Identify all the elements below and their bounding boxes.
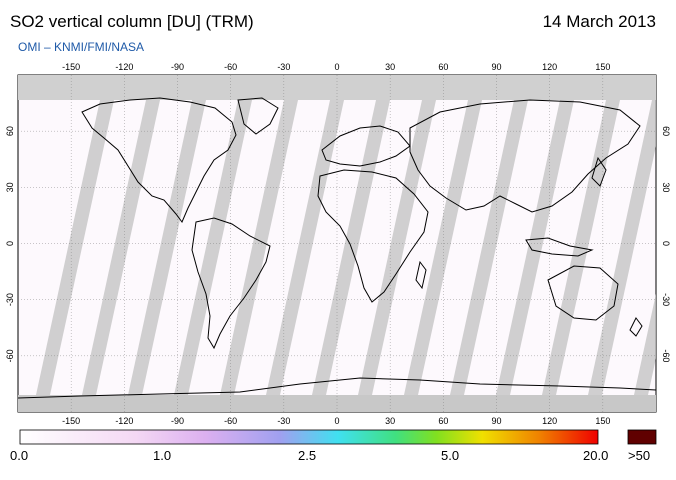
longitude-tick-label: 90 xyxy=(491,416,501,426)
colorbar-label-1: 1.0 xyxy=(153,448,172,463)
longitude-tick-label: 150 xyxy=(595,416,610,426)
new-zealand-coast xyxy=(629,317,643,337)
antarctica-coast xyxy=(18,377,656,399)
latitude-tick-label: 30 xyxy=(5,182,15,192)
orbit-gap-stripe xyxy=(82,100,160,395)
orbit-gap-stripe xyxy=(450,100,528,395)
latitude-tick-label: -60 xyxy=(5,349,15,362)
orbit-gap-stripe xyxy=(36,100,114,395)
africa-coast xyxy=(317,169,429,303)
longitude-tick-label: 150 xyxy=(595,62,610,72)
map-title: SO2 vertical column [DU] (TRM) xyxy=(10,12,254,31)
colorbar-overflow-box xyxy=(627,429,657,445)
latitude-tick-label: 0 xyxy=(5,241,15,246)
longitude-tick-label: 60 xyxy=(438,62,448,72)
indonesia-coast xyxy=(525,237,594,257)
longitude-labels-top: -150 -120 -90 -60 -30 0 30 60 90 120 150 xyxy=(62,62,610,72)
latitude-tick-label: -30 xyxy=(661,293,671,306)
latitude-tick-label: -30 xyxy=(5,293,15,306)
longitude-tick-label: -120 xyxy=(115,62,133,72)
europe-coast xyxy=(321,125,411,167)
latitude-labels-left: 60 30 0 -30 -60 xyxy=(5,126,15,362)
longitude-tick-label: -120 xyxy=(115,416,133,426)
japan-coast xyxy=(591,156,607,187)
north-america-coast xyxy=(81,97,237,223)
orbit-gap-stripe xyxy=(496,100,574,395)
map-date: 14 March 2013 xyxy=(542,12,656,31)
colorbar-label-5: >50 xyxy=(628,448,651,463)
longitude-labels-bottom: -150 -120 -90 -60 -30 0 30 60 90 120 150 xyxy=(62,416,610,426)
longitude-tick-label: -90 xyxy=(171,62,184,72)
longitude-tick-label: 30 xyxy=(385,416,395,426)
orbit-gap-stripe xyxy=(220,100,298,395)
longitude-tick-label: 120 xyxy=(542,416,557,426)
longitude-tick-label: 0 xyxy=(334,416,339,426)
australia-coast xyxy=(547,265,619,321)
longitude-tick-label: 60 xyxy=(438,416,448,426)
longitude-tick-label: 90 xyxy=(491,62,501,72)
longitude-tick-label: -30 xyxy=(277,416,290,426)
latitude-tick-label: 0 xyxy=(661,241,671,246)
longitude-tick-label: 120 xyxy=(542,62,557,72)
south-polar-gap xyxy=(18,395,656,412)
south-america-coast xyxy=(191,217,271,350)
longitude-tick-label: -150 xyxy=(62,62,80,72)
longitude-tick-label: -90 xyxy=(171,416,184,426)
latitude-tick-label: 30 xyxy=(661,182,671,192)
orbit-gap-stripe xyxy=(358,100,436,395)
longitude-tick-label: -150 xyxy=(62,416,80,426)
colorbar-label-0: 0.0 xyxy=(10,448,29,463)
orbit-gap-stripe xyxy=(588,100,656,395)
latitude-tick-label: 60 xyxy=(661,126,671,136)
orbit-gap-stripe xyxy=(634,293,656,395)
colorbar xyxy=(19,429,599,445)
orbit-gap-stripe xyxy=(404,100,482,395)
map-subtitle: OMI – KNMI/FMI/NASA xyxy=(18,40,145,54)
longitude-tick-label: -60 xyxy=(224,62,237,72)
map-layers xyxy=(18,75,656,412)
colorbar-label-2: 2.5 xyxy=(298,448,317,463)
longitude-tick-label: -30 xyxy=(277,62,290,72)
longitude-tick-label: -60 xyxy=(224,416,237,426)
greenland-coast xyxy=(237,97,279,135)
orbit-gap-stripe xyxy=(174,100,252,395)
longitude-tick-label: 30 xyxy=(385,62,395,72)
orbit-gap-stripe xyxy=(128,100,206,395)
madagascar-coast xyxy=(415,260,427,290)
asia-coast xyxy=(409,99,641,213)
latitude-tick-label: -60 xyxy=(661,349,671,362)
latitude-tick-label: 60 xyxy=(5,126,15,136)
colorbar-label-4: 20.0 xyxy=(583,448,609,463)
coastlines xyxy=(18,97,656,399)
graticule xyxy=(18,75,656,412)
latitude-labels-right: 60 30 0 -30 -60 xyxy=(661,126,671,362)
orbit-gap-stripe xyxy=(266,100,344,395)
colorbar-label-3: 5.0 xyxy=(441,448,460,463)
longitude-tick-label: 0 xyxy=(334,62,339,72)
